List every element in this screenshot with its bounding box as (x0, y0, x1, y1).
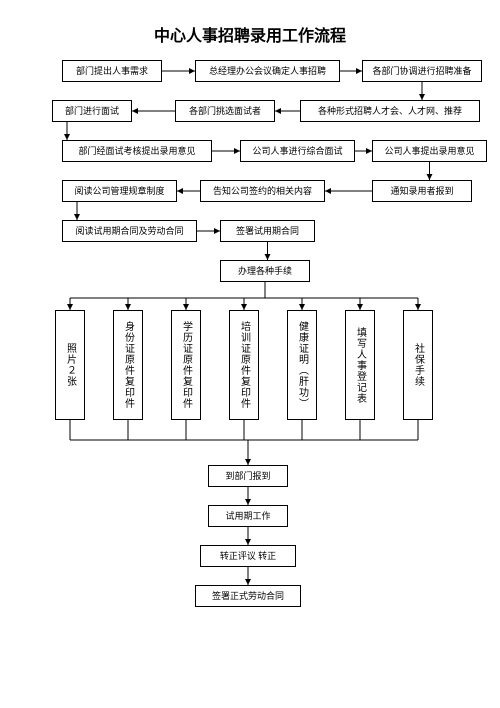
node-n2: 总经理办公会议确定人事招聘 (195, 60, 340, 82)
node-n3: 各部门协调进行招聘准备 (362, 60, 482, 82)
node-v6: 填写人事登记表 (345, 310, 375, 420)
node-n15: 办理各种手续 (220, 260, 310, 282)
node-n4: 部门进行面试 (52, 100, 132, 122)
node-n19: 签署正式劳动合同 (195, 585, 301, 607)
node-v7: 社保手续 (403, 310, 433, 420)
node-v3: 学历证原件复印件 (171, 310, 201, 420)
node-n10: 阅读公司管理规章制度 (62, 180, 177, 202)
node-n14: 签署试用期合同 (220, 220, 315, 242)
node-n13: 阅读试用期合同及劳动合同 (62, 220, 197, 242)
node-n8: 公司人事进行综合面试 (240, 140, 355, 162)
node-n7: 部门经面试考核提出录用意见 (62, 140, 212, 162)
node-v4: 培训证原件复印件 (229, 310, 259, 420)
node-v1: 照片２张 (55, 310, 85, 420)
node-n1: 部门提出人事需求 (62, 60, 162, 82)
node-v2: 身份证原件复印件 (113, 310, 143, 420)
node-n5: 各部门挑选面试者 (175, 100, 275, 122)
node-n18: 转正评议 转正 (200, 545, 296, 567)
node-v5: 健康证明（肝功） (287, 310, 317, 420)
node-n11: 告知公司签约的相关内容 (200, 180, 325, 202)
node-n12: 通知录用者报到 (372, 180, 472, 202)
node-n17: 试用期工作 (208, 505, 288, 527)
node-n16: 到部门报到 (208, 465, 288, 487)
node-n6: 各种形式招聘人才会、人才网、推荐 (300, 100, 480, 122)
node-n9: 公司人事提出录用意见 (372, 140, 487, 162)
